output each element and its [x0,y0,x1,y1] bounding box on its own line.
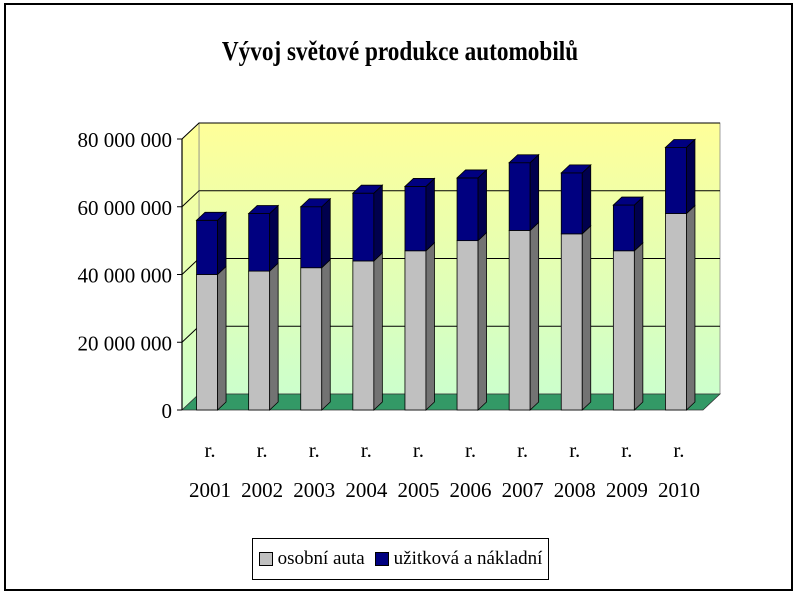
bar-front-osobni [612,250,635,411]
bar-top [508,154,540,164]
bar-front-osobni [196,274,218,411]
bar-front-uzitkova [665,147,687,214]
x-tick-label-prefix: r. [205,438,216,462]
x-tick-label-prefix: r. [465,438,476,462]
bar-front-uzitkova [612,204,635,252]
bar-front-osobni [508,230,531,411]
x-tick-label: 2009 [606,478,648,502]
bar-side-uzitkova [633,196,644,252]
bar-side-osobni [217,265,227,411]
legend-item-uzitkova: užitková a nákladní [374,548,543,570]
bar-top [299,198,332,208]
x-tick-label: 2008 [554,478,596,502]
bar-side-uzitkova [373,184,383,262]
bar-top [247,205,280,214]
bar-side-osobni [477,231,487,411]
y-tick-label: 0 [162,399,173,423]
bar-front-osobni [560,233,583,411]
bar-front-uzitkova [352,192,375,262]
x-tick-label-prefix: r. [413,438,424,462]
x-tick-label-prefix: r. [517,438,528,462]
bar-side-uzitkova [269,204,279,273]
x-tick-label: 2006 [450,478,492,502]
legend-label-osobni: osobní auta [277,548,365,569]
x-tick-label-prefix: r. [309,438,320,462]
legend-swatch-osobni [258,552,273,566]
y-tick-label: 40 000 000 [78,264,173,288]
gridline [181,122,720,140]
bar-top [195,211,228,221]
bar-front-uzitkova [300,206,323,269]
x-tick-label: 2004 [345,478,388,502]
bar-top [560,164,592,174]
legend-label-uzitkova: užitková a nákladní [393,548,543,569]
x-tick-label: 2003 [293,478,335,502]
bar-front-osobni [404,250,427,411]
bar-front-osobni [665,213,687,411]
bar-top [456,169,488,179]
bar-side-osobni [581,224,592,411]
bar-side-uzitkova [529,153,540,232]
x-tick-label-prefix: r. [621,438,632,462]
y-tick-label: 20 000 000 [78,331,173,355]
y-tick-label: 80 000 000 [78,128,173,152]
bar-top [351,184,384,194]
bar-side-osobni [686,204,696,411]
bar-front-uzitkova [248,213,271,272]
x-tick-label-prefix: r. [673,438,684,462]
legend-item-osobni: osobní auta [258,548,365,570]
bar-side-uzitkova [477,169,487,242]
bar-side-osobni [633,241,644,411]
bar-front-osobni [300,267,323,411]
bar-side-osobni [269,262,279,411]
bar-front-uzitkova [456,177,479,242]
bar-front-uzitkova [560,172,583,235]
bar-side-uzitkova [217,211,227,276]
bar-front-osobni [456,240,479,411]
bar-front-osobni [352,260,375,411]
legend-swatch-uzitkova [374,552,389,566]
bar-side-osobni [425,241,435,411]
x-tick-label: 2007 [502,478,544,502]
gridline [181,190,720,208]
bar-front-uzitkova [404,186,427,252]
x-tick-label-prefix: r. [361,438,372,462]
bar-side-osobni [373,252,383,411]
x-tick-label-prefix: r. [257,438,268,462]
bar-side-uzitkova [686,138,696,215]
y-tick-label: 60 000 000 [78,196,173,220]
x-tick-label: 2010 [658,478,700,502]
x-tick-label: 2005 [397,478,439,502]
bar-top [612,196,644,206]
bar-top [664,139,696,148]
bar-front-osobni [248,270,271,411]
bar-front-uzitkova [196,219,218,275]
chart-title: Vývoj světové produkce automobilů [221,36,579,66]
bar-side-uzitkova [425,177,435,252]
legend: osobní auta užitková a nákladní [252,538,549,580]
bar-side-uzitkova [321,197,331,269]
bar-side-osobni [529,221,540,411]
bar-top [403,178,436,187]
x-tick-label: 2001 [189,478,231,502]
x-tick-label-prefix: r. [569,438,580,462]
x-tick-label: 2002 [241,478,283,502]
bar-side-uzitkova [581,163,592,235]
bar-side-osobni [321,258,331,411]
bar-front-uzitkova [508,162,531,231]
